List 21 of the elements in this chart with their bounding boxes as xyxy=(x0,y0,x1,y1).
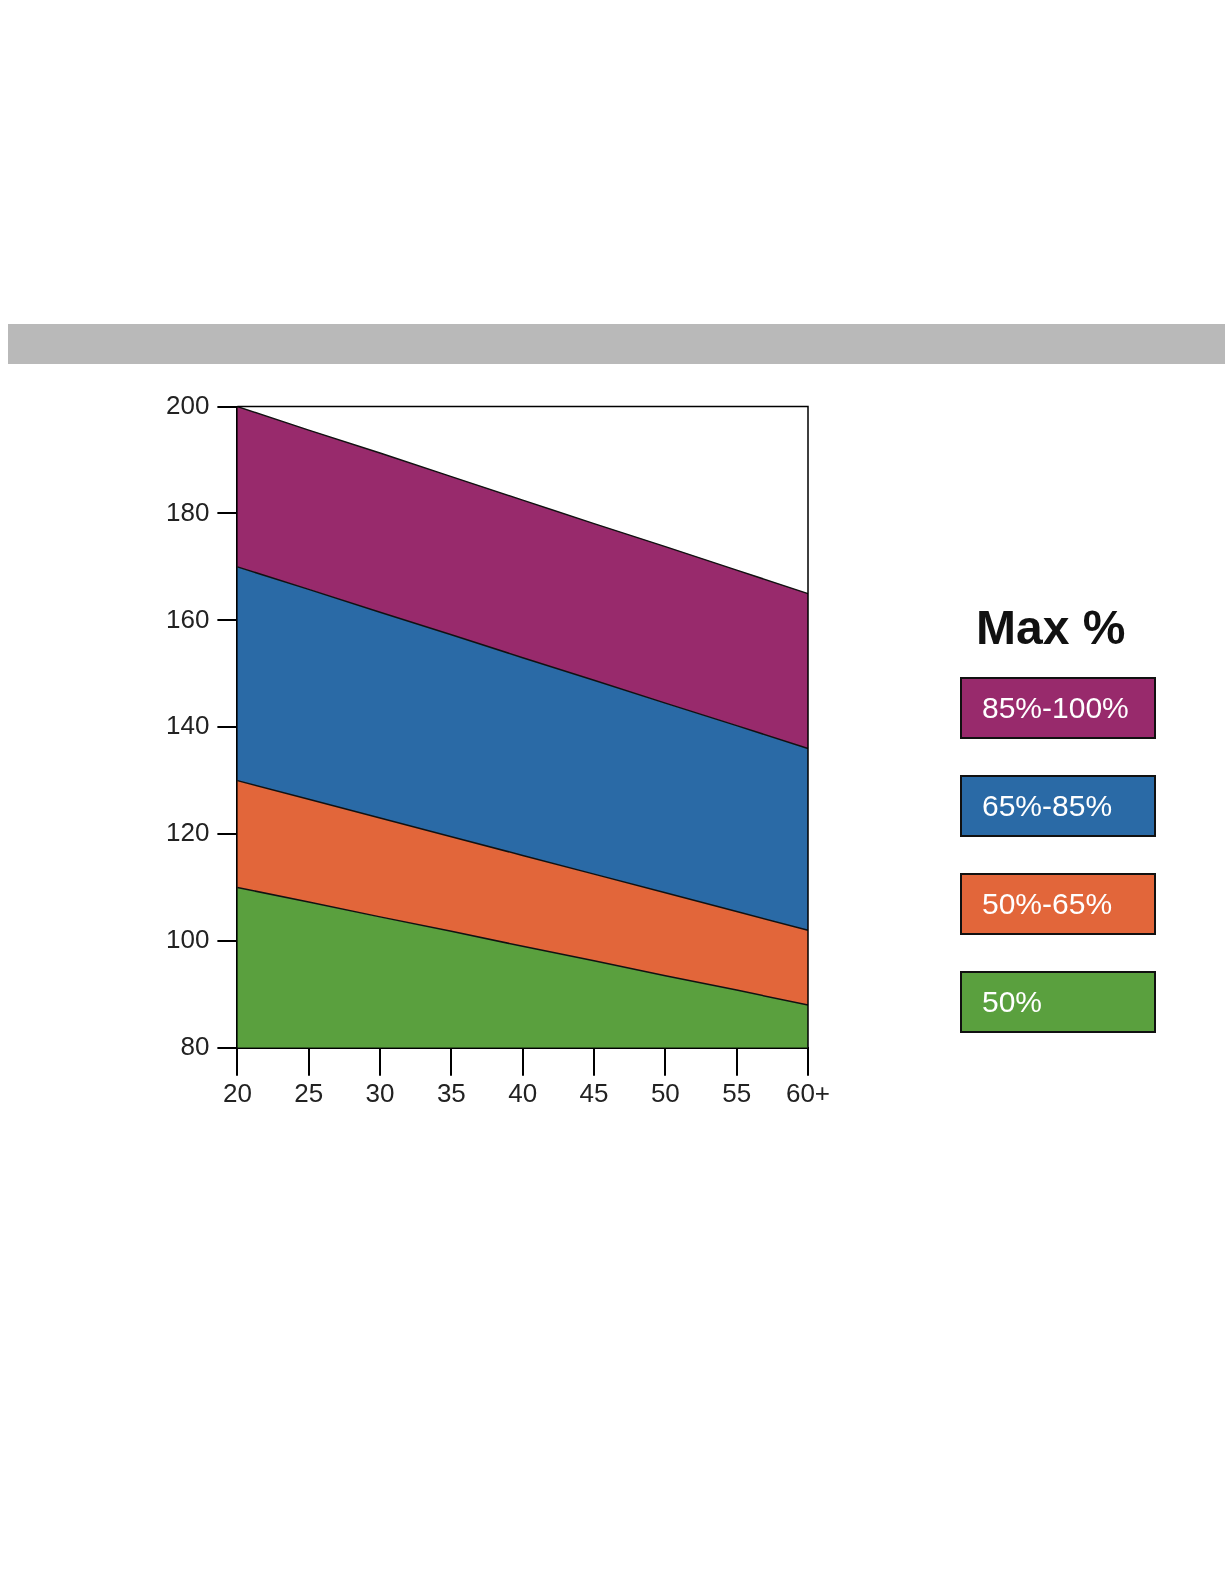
legend-title: Max % xyxy=(976,600,1127,655)
y-tick-label: 140 xyxy=(165,710,210,741)
x-tick-label: 50 xyxy=(650,1077,680,1108)
y-tick-label: 160 xyxy=(165,603,210,634)
y-tick-label: 80 xyxy=(180,1030,210,1061)
x-tick-label: 35 xyxy=(436,1077,466,1108)
y-tick-label: 180 xyxy=(165,496,210,527)
x-tick-label: 20 xyxy=(222,1077,252,1108)
x-tick-label: 30 xyxy=(365,1077,395,1108)
y-tick-label: 100 xyxy=(165,924,210,955)
text: 50% xyxy=(982,985,1043,1019)
x-tick-label: 40 xyxy=(508,1077,538,1108)
y-tick-label: 200 xyxy=(165,389,210,420)
x-tick-label: 55 xyxy=(722,1077,752,1108)
text: 50%-65% xyxy=(982,887,1113,921)
x-tick-label: 25 xyxy=(294,1077,324,1108)
text: 85%-100% xyxy=(982,691,1129,725)
text: 65%-85% xyxy=(982,789,1113,823)
x-tick-label: 45 xyxy=(579,1077,609,1108)
y-tick-label: 120 xyxy=(165,817,210,848)
x-tick-label: 60+ xyxy=(785,1077,831,1108)
